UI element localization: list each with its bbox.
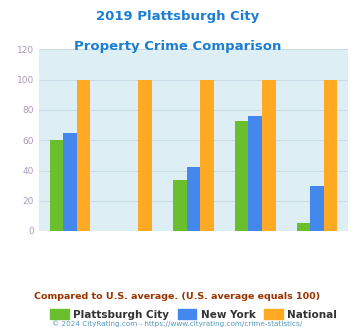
Text: © 2024 CityRating.com - https://www.cityrating.com/crime-statistics/: © 2024 CityRating.com - https://www.city…: [53, 320, 302, 327]
Bar: [248, 116, 262, 231]
Bar: [310, 185, 324, 231]
Bar: [187, 167, 200, 231]
Bar: [235, 120, 248, 231]
Bar: [50, 140, 63, 231]
Bar: [138, 80, 152, 231]
Bar: [77, 80, 90, 231]
Legend: Plattsburgh City, New York, National: Plattsburgh City, New York, National: [46, 305, 341, 324]
Bar: [173, 180, 187, 231]
Bar: [262, 80, 275, 231]
Text: Compared to U.S. average. (U.S. average equals 100): Compared to U.S. average. (U.S. average …: [34, 292, 321, 301]
Text: Property Crime Comparison: Property Crime Comparison: [74, 40, 281, 52]
Bar: [63, 133, 77, 231]
Bar: [297, 223, 310, 231]
Bar: [200, 80, 214, 231]
Bar: [324, 80, 337, 231]
Text: 2019 Plattsburgh City: 2019 Plattsburgh City: [96, 10, 259, 23]
